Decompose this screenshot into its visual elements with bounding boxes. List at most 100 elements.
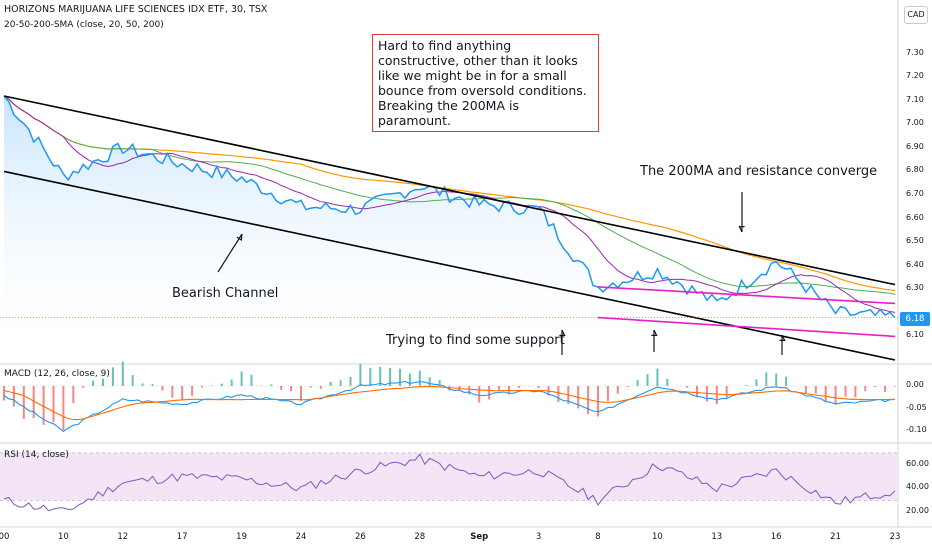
macd-histogram-bar — [12, 386, 15, 407]
macd-histogram-bar — [587, 386, 590, 415]
x-tick-label: 10 — [57, 532, 69, 542]
macd-histogram-bar — [478, 386, 481, 403]
x-tick-label: 16 — [770, 532, 782, 542]
macd-histogram-bar — [824, 386, 827, 402]
macd-histogram-bar — [636, 380, 639, 386]
support-arrow-1-head — [559, 329, 566, 337]
macd-histogram-bar — [646, 374, 649, 386]
macd-histogram-bar — [389, 367, 392, 386]
macd-histogram-bar — [42, 386, 45, 425]
x-tick-label: 13 — [711, 532, 723, 542]
channel-upper-line — [3, 95, 896, 286]
macd-line — [3, 380, 896, 433]
signal-line — [3, 385, 896, 421]
macd-histogram-bar — [111, 367, 114, 386]
macd-histogram-bar — [844, 386, 847, 397]
y-tick-label: 7.30 — [906, 47, 924, 57]
rsi-line — [3, 453, 896, 512]
macd-histogram-bar — [666, 378, 669, 386]
support-arrow-2-head — [651, 329, 658, 337]
y-tick-label: 6.40 — [906, 259, 924, 269]
x-tick-label: 21 — [830, 532, 842, 542]
y-tick-label: 7.10 — [906, 94, 924, 104]
y-tick-label: -0.05 — [906, 402, 927, 412]
macd-histogram-bar — [854, 386, 857, 398]
macd-histogram-bar — [250, 374, 253, 386]
converge-arrow-head — [738, 225, 745, 233]
macd-histogram-bar — [102, 378, 104, 386]
macd-histogram-bar — [359, 364, 362, 386]
macd-histogram-bar — [626, 386, 629, 387]
rsi-legend[interactable]: RSI (14, close) — [4, 450, 69, 460]
macd-histogram-bar — [270, 384, 273, 386]
price-area-fill — [4, 96, 895, 360]
x-tick-label: 12 — [117, 532, 129, 542]
indicator-legend[interactable]: 20-50-200-SMA (close, 20, 50, 200) — [4, 20, 164, 30]
macd-legend[interactable]: MACD (12, 26, close, 9) — [4, 369, 110, 379]
channel-annotation: Bearish Channel — [172, 286, 279, 301]
macd-histogram-bar — [210, 385, 213, 386]
x-tick-label: 23 — [889, 532, 901, 542]
macd-histogram-bar — [418, 370, 421, 386]
macd-histogram-bar — [537, 386, 540, 389]
macd-histogram-bar — [92, 380, 95, 386]
y-tick-label: 0.00 — [906, 380, 924, 389]
y-tick-label: 7.20 — [906, 71, 924, 81]
chart-title: HORIZONS MARIJUANA LIFE SCIENCES IDX ETF… — [4, 4, 268, 15]
support-upper-line — [597, 286, 896, 305]
macd-histogram-bar — [686, 386, 689, 388]
macd-histogram-bar — [894, 386, 896, 387]
macd-histogram-bar — [715, 386, 718, 405]
last-price-badge: 6.18 — [900, 312, 930, 326]
y-tick-label: 6.90 — [906, 141, 924, 151]
x-tick-label: 28 — [414, 532, 426, 542]
macd-histogram-bar — [468, 386, 471, 395]
macd-histogram-bar — [814, 386, 817, 394]
macd-histogram-bar — [72, 386, 75, 403]
macd-histogram-bar — [52, 386, 55, 423]
currency-button[interactable]: CAD — [904, 6, 928, 24]
macd-histogram-bar — [161, 386, 164, 391]
macd-histogram-bar — [616, 386, 619, 394]
y-tick-label: 6.30 — [906, 283, 924, 293]
macd-histogram-bar — [339, 380, 342, 386]
macd-histogram-bar — [22, 386, 25, 420]
y-tick-label: 7.00 — [906, 118, 924, 128]
macd-histogram-bar — [220, 383, 223, 386]
macd-histogram-bar — [369, 367, 372, 386]
macd-histogram-bar — [725, 386, 728, 398]
y-tick-label: -0.10 — [906, 425, 927, 434]
converge-annotation: The 200MA and resistance converge — [640, 164, 878, 179]
macd-histogram-bar — [171, 386, 174, 398]
macd-histogram-bar — [884, 386, 887, 393]
macd-histogram-bar — [488, 386, 491, 400]
macd-histogram-bar — [785, 376, 788, 386]
y-tick-label: 6.60 — [906, 212, 924, 222]
macd-histogram-bar — [745, 385, 748, 386]
channel-arrow-head — [236, 233, 243, 241]
x-tick-label: 3 — [535, 532, 542, 542]
macd-histogram-bar — [864, 386, 867, 392]
macd-histogram-bar — [428, 377, 431, 386]
price-line — [3, 95, 896, 319]
macd-histogram-bar — [201, 386, 203, 388]
macd-histogram-bar — [517, 386, 520, 389]
channel-lower-line — [3, 170, 896, 361]
analysis-note: Hard to find anything constructive, othe… — [372, 34, 599, 132]
y-tick-label: 6.80 — [906, 165, 924, 175]
macd-histogram-bar — [557, 386, 560, 402]
support-lower-line — [597, 316, 896, 338]
x-tick-label: 26 — [354, 532, 366, 542]
macd-histogram-bar — [62, 386, 65, 431]
macd-histogram-bar — [121, 361, 124, 386]
macd-histogram-bar — [399, 368, 401, 386]
macd-histogram-bar — [82, 386, 85, 388]
macd-histogram-bar — [765, 372, 768, 386]
macd-histogram-bar — [300, 386, 302, 401]
y-tick-label: 20.00 — [906, 506, 929, 516]
y-tick-label: 60.00 — [906, 458, 929, 468]
macd-histogram-bar — [874, 386, 877, 388]
macd-histogram-bar — [191, 386, 194, 396]
x-tick-label: 00 — [0, 532, 10, 542]
